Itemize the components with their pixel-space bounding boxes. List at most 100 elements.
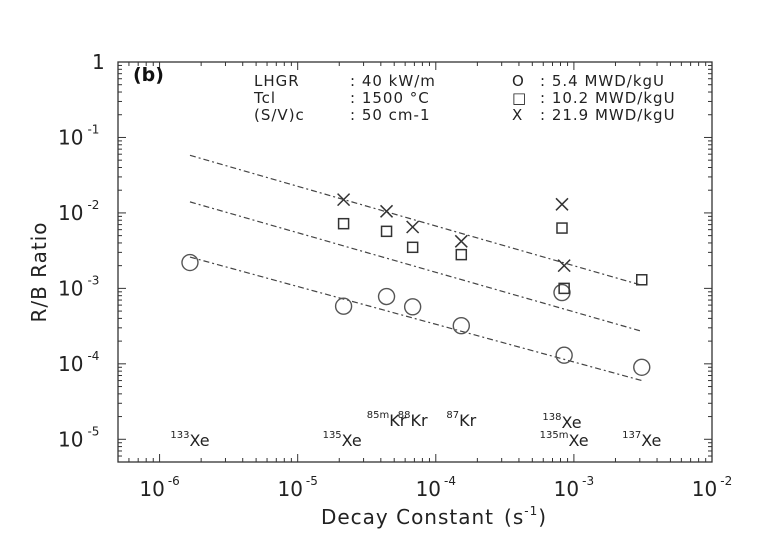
y-tick-label: 10 -1 (58, 122, 99, 149)
x-point (555, 197, 569, 211)
nuclide-label: 137Xe (622, 430, 661, 450)
legend-label: : 21.9 MWD/kgU (540, 106, 676, 124)
nuclide-label: 133Xe (170, 430, 209, 450)
legend-symbol: O (512, 72, 525, 90)
legend-symbol: □ (512, 89, 527, 107)
x-point (454, 234, 468, 248)
x-tick-label: 10 -2 (692, 474, 732, 501)
nuclide-symbol: Xe (189, 431, 209, 450)
circle-point (403, 298, 422, 316)
x-tick-label: 10 -6 (139, 474, 179, 501)
nuclide-label: 135mXe (540, 430, 589, 450)
legend-label: : 5.4 MWD/kgU (540, 72, 665, 90)
nuclide-mass: 137 (622, 430, 641, 441)
circle-point (555, 346, 573, 364)
fit-lines (189, 154, 642, 382)
x-point (337, 193, 351, 207)
y-tick-label-exp: -1 (87, 122, 99, 136)
circle-point (334, 297, 353, 315)
x-tick-label-base: 10 (139, 477, 164, 501)
nuclide-label: 88Kr (398, 410, 428, 430)
y-tick-label-base: 1 (92, 50, 105, 74)
x-tick-label: 10 -3 (554, 474, 594, 501)
x-point-stroke (406, 220, 420, 234)
x-axis-label-text: Decay Constant (321, 505, 494, 529)
x-tick-label-base: 10 (692, 477, 717, 501)
nuclide-mass: 135 (323, 430, 342, 441)
x-axis-label-unit-close: ) (538, 505, 547, 529)
circle-point (377, 287, 396, 306)
square-point (380, 225, 393, 238)
x-axis-label-unit-exp: -1 (524, 504, 538, 518)
square-point (337, 217, 350, 230)
condition-name: Tcl (253, 89, 276, 107)
nuclide-mass: 138 (542, 412, 561, 423)
x-tick-label: 10 -5 (277, 474, 317, 501)
nuclide-symbol: Xe (569, 431, 589, 450)
y-tick-label-base: 10 (58, 427, 83, 451)
plot-frame (117, 61, 713, 463)
circle-point (181, 253, 199, 272)
nuclide-symbol: Xe (641, 431, 661, 450)
x-tick-label-exp: -4 (444, 474, 456, 488)
y-tick-label-base: 10 (58, 201, 83, 225)
y-tick-label-exp: -2 (87, 198, 99, 212)
x-tick-label-exp: -6 (168, 474, 180, 488)
data-points (181, 193, 651, 376)
x-axis-label: Decay Constant (s-1) (321, 504, 547, 529)
x-point-stroke (454, 234, 468, 248)
circle-point (633, 358, 651, 376)
nuclide-symbol: Kr (459, 411, 476, 430)
nuclide-mass: 135m (540, 430, 569, 441)
y-tick-label-base: 10 (58, 125, 83, 149)
x-tick-label-base: 10 (416, 477, 441, 501)
x-point (380, 204, 394, 218)
condition-value: : 40 kW/m (350, 72, 436, 90)
x-point-stroke (555, 197, 569, 211)
nuclide-mass: 88 (398, 410, 411, 421)
y-tick-label: 10 -5 (58, 424, 99, 451)
panel-label: (b) (133, 64, 164, 86)
legend-symbol: X (512, 106, 523, 124)
square-point (556, 222, 568, 234)
x-point (557, 259, 571, 273)
axis-ticks (117, 61, 713, 462)
fit-line (189, 201, 642, 332)
nuclide-label: 85mKr (367, 410, 407, 430)
conditions-block: LHGR: 40 kW/m Tcl: 1500 °C (S/V)c: 50 cm-1 (253, 72, 436, 124)
nuclide-symbol: Kr (410, 411, 427, 430)
nuclide-symbol: Kr (389, 411, 406, 430)
x-point-stroke (337, 193, 351, 207)
x-tick-label-exp: -2 (720, 474, 732, 488)
nuclide-symbol: Xe (342, 431, 362, 450)
y-tick-label-base: 10 (58, 352, 83, 376)
x-tick-label-exp: -3 (582, 474, 594, 488)
x-point (406, 220, 420, 234)
nuclide-label: 87Kr (446, 410, 476, 430)
x-tick-label-base: 10 (277, 477, 302, 501)
nuclide-mass: 85m (367, 410, 389, 421)
x-tick-label-base: 10 (554, 477, 579, 501)
legend: O: 5.4 MWD/kgU □: 10.2 MWD/kgU X: 21.9 MWD… (512, 72, 676, 124)
x-point-stroke (380, 204, 394, 218)
condition-value: : 50 cm-1 (350, 106, 431, 124)
x-tick-label-exp: -5 (306, 474, 318, 488)
fit-line (189, 154, 642, 286)
condition-value: : 1500 °C (350, 89, 430, 107)
y-tick-label-exp: -4 (87, 349, 99, 363)
y-tick-label: 10 -4 (58, 349, 99, 376)
square-point (558, 282, 570, 295)
y-axis-label: R/B Ratio (27, 221, 51, 322)
circle-point (553, 283, 571, 302)
square-point (636, 274, 648, 286)
nuclide-label: 135Xe (323, 430, 362, 450)
y-tick-label: 1 (92, 50, 105, 74)
y-tick-label-base: 10 (58, 276, 83, 300)
nuclide-mass: 133 (170, 430, 189, 441)
nuclide-label: 138Xe (542, 412, 581, 432)
fit-line (189, 256, 642, 382)
nuclide-symbol: Xe (561, 413, 581, 432)
y-tick-label: 10 -2 (58, 198, 99, 225)
